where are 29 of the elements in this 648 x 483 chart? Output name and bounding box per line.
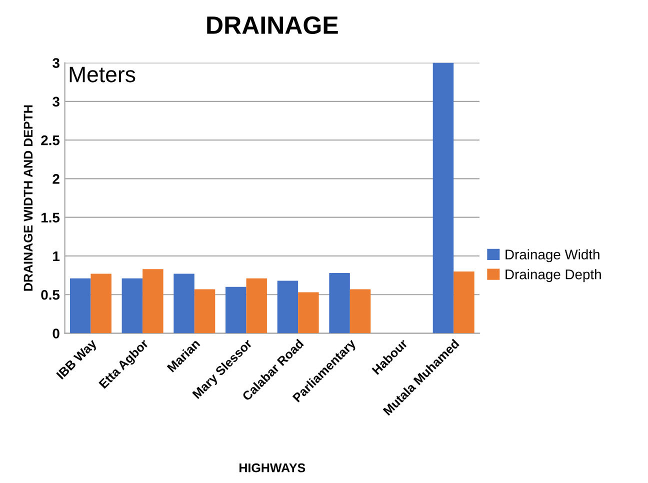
bar (174, 274, 194, 334)
y-tick-label: 1.5 (42, 212, 60, 223)
bar (142, 269, 164, 334)
bar (432, 62, 454, 334)
bar (329, 272, 350, 334)
bar (70, 278, 91, 334)
y-tick-label: 3 (52, 96, 60, 107)
bar (454, 271, 474, 334)
bar (90, 274, 112, 334)
x-tick-label: IBB Way (56, 338, 99, 382)
bar (194, 289, 216, 334)
chart-subtitle: Meters (70, 66, 136, 82)
bar (246, 278, 267, 334)
bar (298, 292, 319, 334)
bar (226, 286, 246, 334)
x-axis-title: HIGHWAYS (240, 463, 306, 472)
y-tick-label: 1 (53, 251, 60, 262)
y-tick-label: 2.5 (41, 135, 60, 146)
bar (122, 278, 143, 334)
y-tick-label: 3 (52, 58, 60, 68)
y-tick-label: 2 (52, 174, 60, 184)
bar (350, 289, 371, 334)
y-tick-label: 0.5 (41, 290, 60, 300)
y-tick-label: 0 (52, 328, 60, 338)
legend-label: Drainage Width (506, 249, 600, 262)
legend-label: Drainage Depth (506, 269, 601, 282)
bar (277, 280, 298, 334)
chart-title: DRAINAGE (207, 16, 338, 34)
y-axis-title: DRAINAGE WIDTH AND DEPTH (24, 105, 33, 291)
